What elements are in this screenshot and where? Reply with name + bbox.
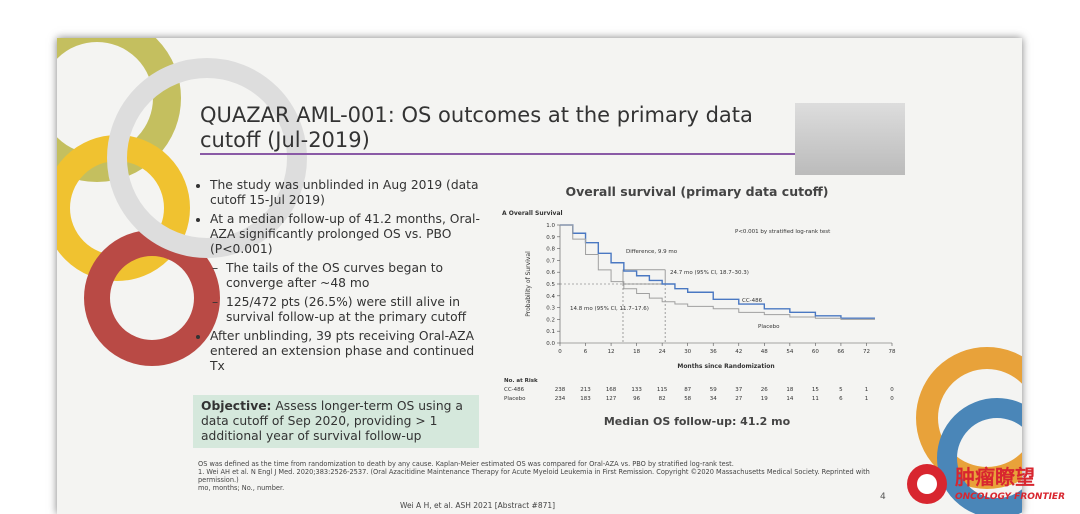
slide-title: QUAZAR AML-001: OS outcomes at the prima… <box>200 103 753 152</box>
x-tick-label: 60 <box>812 349 819 355</box>
at-risk-value: 0 <box>890 387 894 393</box>
panel-label: A Overall Survival <box>502 210 563 217</box>
y-tick-label: 0.0 <box>546 341 555 347</box>
y-tick-label: 0.7 <box>546 258 555 264</box>
bullet: The study was unblinded in Aug 2019 (dat… <box>210 178 491 208</box>
at-risk-value: 127 <box>606 396 617 402</box>
x-tick-label: 36 <box>710 349 717 355</box>
logo-en: ONCOLOGY FRONTIER <box>955 492 1065 502</box>
x-tick-label: 24 <box>659 349 666 355</box>
speaker-video <box>795 103 905 175</box>
x-tick-label: 18 <box>633 349 640 355</box>
y-tick-label: 0.5 <box>546 282 555 288</box>
objective-box: Objective: Assess longer-term OS using a… <box>193 395 479 448</box>
y-tick-label: 1.0 <box>546 223 555 229</box>
sub-bullet: 125/472 pts (26.5%) were still alive in … <box>226 295 491 325</box>
at-risk-value: 234 <box>555 396 566 402</box>
chart-footer: Median OS follow-up: 41.2 mo <box>604 415 791 428</box>
at-risk-value: 0 <box>890 396 894 402</box>
y-tick-label: 0.9 <box>546 235 555 241</box>
bullet: After unblinding, 39 pts receiving Oral-… <box>210 329 491 374</box>
at-risk-value: 59 <box>710 387 717 393</box>
footnotes: OS was defined as the time from randomiz… <box>198 460 878 492</box>
x-tick-label: 42 <box>735 349 742 355</box>
at-risk-row-label: Placebo <box>504 396 526 402</box>
at-risk-row-label: CC-486 <box>504 387 525 393</box>
series-label: CC-486 <box>742 298 763 304</box>
decor <box>57 38 1022 514</box>
at-risk-label: No. at Risk <box>504 378 538 384</box>
at-risk-value: 6 <box>839 396 843 402</box>
x-tick-label: 66 <box>837 349 844 355</box>
at-risk-value: 5 <box>839 387 843 393</box>
x-axis-label: Months since Randomization <box>677 363 774 370</box>
annotation: 24.7 mo (95% CI, 18.7–30.3) <box>670 270 749 276</box>
at-risk-value: 26 <box>761 387 768 393</box>
y-tick-label: 0.2 <box>546 317 555 323</box>
sub-bullet: The tails of the OS curves began to conv… <box>226 261 491 291</box>
at-risk-value: 1 <box>865 396 869 402</box>
at-risk-value: 58 <box>684 396 691 402</box>
y-tick-label: 0.1 <box>546 329 555 335</box>
y-tick-label: 0.8 <box>546 247 555 253</box>
y-axis-label: Probability of Survival <box>525 251 532 317</box>
x-tick-label: 48 <box>761 349 768 355</box>
logo-cn: 肿瘤瞭望 <box>955 465 1035 489</box>
at-risk-value: 34 <box>710 396 717 402</box>
at-risk-value: 37 <box>735 387 742 393</box>
x-tick-label: 6 <box>584 349 588 355</box>
annotation: P<0.001 by stratified log-rank test <box>735 229 831 235</box>
at-risk-value: 115 <box>657 387 668 393</box>
citation: Wei A H, et al. ASH 2021 [Abstract #871] <box>400 501 556 510</box>
at-risk-value: 82 <box>659 396 666 402</box>
bullet: At a median follow-up of 41.2 months, Or… <box>210 212 491 257</box>
at-risk-value: 14 <box>786 396 793 402</box>
chart: Overall survival (primary data cutoff) A… <box>502 185 896 428</box>
survival-curve <box>560 224 875 319</box>
at-risk-value: 238 <box>555 387 566 393</box>
at-risk-value: 87 <box>684 387 691 393</box>
title-rule <box>200 153 905 155</box>
y-tick-label: 0.3 <box>546 306 555 312</box>
x-tick-label: 78 <box>889 349 896 355</box>
logo: 肿瘤瞭望 ONCOLOGY FRONTIER <box>907 464 1065 504</box>
at-risk-value: 133 <box>631 387 642 393</box>
annotation: 14.8 mo (95% CI, 11.7–17.6) <box>570 306 649 312</box>
at-risk-value: 183 <box>580 396 591 402</box>
at-risk-value: 213 <box>580 387 591 393</box>
at-risk-value: 1 <box>865 387 869 393</box>
footnote: OS was defined as the time from randomiz… <box>198 460 734 468</box>
difference-box <box>622 269 666 285</box>
footnote: mo, months; No., number. <box>198 484 285 492</box>
at-risk-value: 27 <box>735 396 742 402</box>
page-number: 4 <box>880 492 886 502</box>
y-tick-label: 0.6 <box>546 270 555 276</box>
x-tick-label: 30 <box>684 349 691 355</box>
footnote: 1. Wei AH et al. N Engl J Med. 2020;383:… <box>198 468 870 484</box>
x-tick-label: 72 <box>863 349 870 355</box>
x-tick-label: 0 <box>558 349 562 355</box>
chart-title: Overall survival (primary data cutoff) <box>565 185 828 199</box>
objective-text: Assess longer-term OS using a data cutof… <box>201 399 463 443</box>
bullets: The study was unblinded in Aug 2019 (dat… <box>196 178 491 378</box>
at-risk-value: 168 <box>606 387 617 393</box>
at-risk-value: 11 <box>812 396 819 402</box>
x-tick-label: 54 <box>786 349 793 355</box>
at-risk-value: 19 <box>761 396 768 402</box>
at-risk-value: 96 <box>633 396 640 402</box>
at-risk-value: 15 <box>812 387 819 393</box>
survival-curve <box>560 224 875 320</box>
x-tick-label: 12 <box>608 349 615 355</box>
annotation: Difference, 9.9 mo <box>626 249 678 255</box>
at-risk-value: 18 <box>786 387 793 393</box>
series-label: Placebo <box>758 324 780 330</box>
objective-label: Objective: <box>201 399 272 413</box>
y-tick-label: 0.4 <box>546 294 555 300</box>
